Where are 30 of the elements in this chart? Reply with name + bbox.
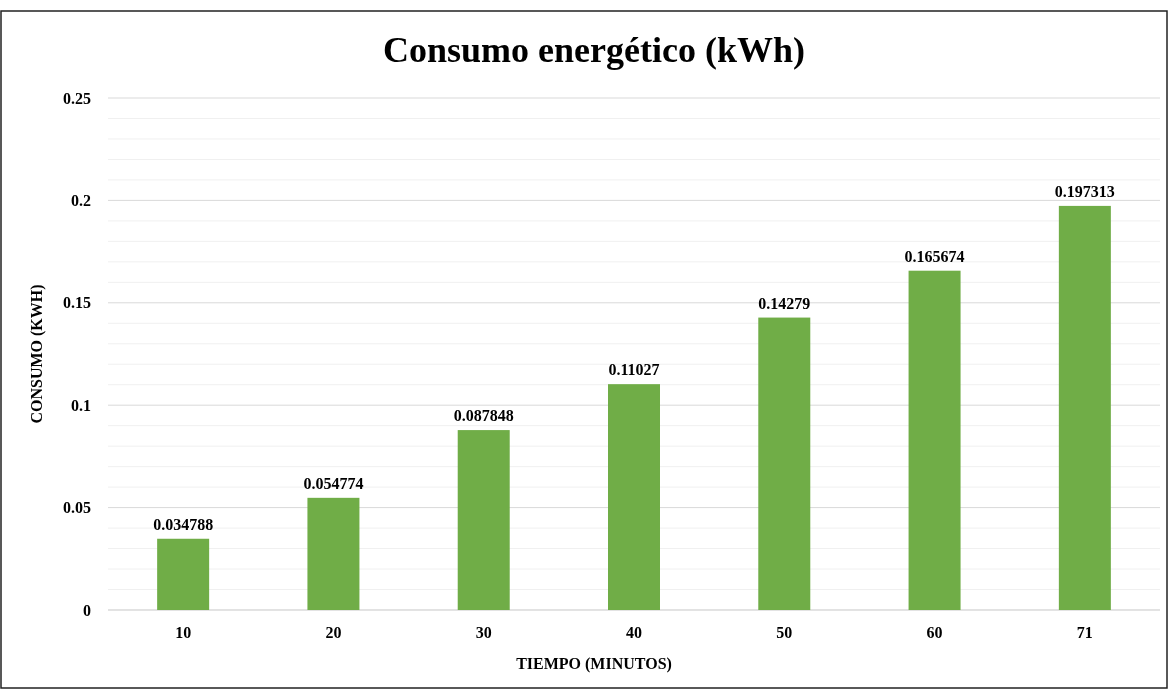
data-label: 0.14279 — [758, 294, 811, 312]
data-label: 0.11027 — [608, 361, 660, 379]
data-label: 0.054774 — [303, 474, 364, 492]
y-tick-label: 0 — [83, 601, 91, 619]
x-tick-label: 30 — [475, 624, 492, 641]
bar — [1058, 205, 1111, 610]
bar — [608, 384, 660, 610]
y-tick-label: 0.15 — [63, 294, 91, 312]
bar — [157, 538, 210, 610]
y-tick-label: 0.05 — [63, 499, 91, 517]
chart-title: Consumo energético (kWh) — [383, 30, 805, 70]
x-tick-label: 40 — [626, 624, 642, 641]
y-tick-label: 0.2 — [71, 192, 91, 209]
x-tick-label: 50 — [776, 624, 793, 641]
bar — [457, 430, 510, 610]
data-label: 0.197313 — [1054, 182, 1115, 200]
bar — [758, 317, 811, 610]
y-tick-label: 0.25 — [63, 89, 91, 107]
bar — [908, 270, 961, 610]
x-tick-label: 20 — [325, 624, 342, 641]
x-axis-title: TIEMPO (MINUTOS) — [516, 655, 672, 673]
data-label: 0.165674 — [904, 247, 965, 265]
x-tick-label: 71 — [1076, 624, 1093, 641]
bar — [307, 497, 360, 610]
y-axis-title: CONSUMO (KWH) — [28, 284, 46, 424]
x-tick-label: 10 — [175, 624, 192, 641]
y-tick-label: 0.1 — [71, 396, 91, 414]
data-label: 0.034788 — [153, 515, 214, 533]
data-label: 0.087848 — [453, 407, 514, 425]
x-tick-label: 60 — [926, 624, 943, 641]
